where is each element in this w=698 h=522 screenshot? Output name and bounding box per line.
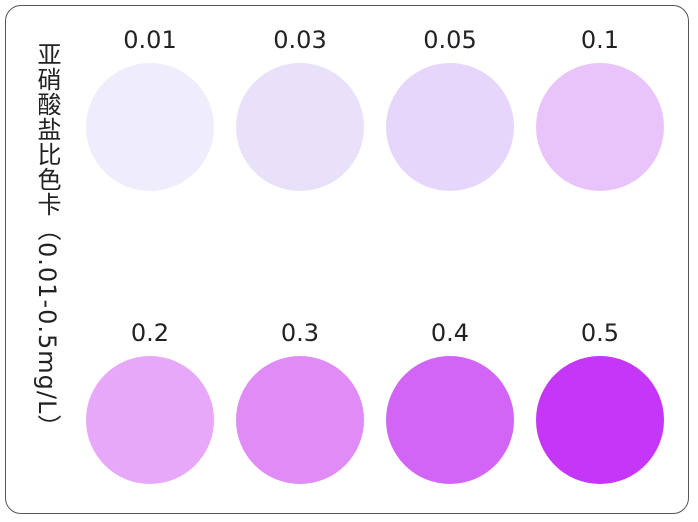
color-swatch [236, 356, 364, 484]
color-swatch [236, 63, 364, 191]
swatch-label: 0.03 [273, 26, 326, 54]
swatch-label: 0.2 [131, 319, 169, 347]
swatch-label: 0.01 [123, 26, 176, 54]
color-swatch [386, 63, 514, 191]
color-swatch [86, 356, 214, 484]
card-title: 亚硝酸盐比色卡（0.01-0.5mg/L） [33, 42, 61, 440]
swatch-label: 0.3 [281, 319, 319, 347]
color-swatch [86, 63, 214, 191]
swatch-label: 0.5 [581, 319, 619, 347]
color-swatch [386, 356, 514, 484]
color-swatch [536, 63, 664, 191]
color-swatch [536, 356, 664, 484]
swatch-label: 0.1 [581, 26, 619, 54]
swatch-label: 0.05 [423, 26, 476, 54]
swatch-label: 0.4 [431, 319, 469, 347]
